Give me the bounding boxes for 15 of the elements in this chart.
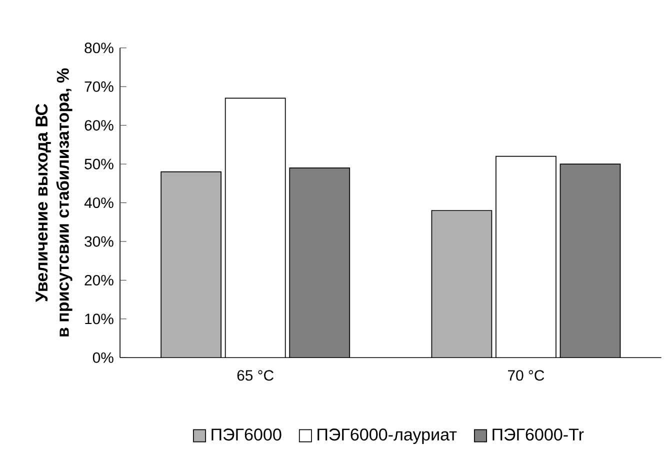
y-tick-label: 10% (85, 314, 114, 324)
y-axis-title: Увеличение выхода ВС в присутсвии стабилизатора, % (36, 68, 72, 337)
x-tick-label: 65 °C (237, 370, 274, 381)
y-tick-label: 0% (92, 352, 114, 364)
y-tick-label: 80% (84, 42, 114, 54)
x-tick-label: 70 °C (508, 370, 544, 381)
y-tick-label: 20% (84, 275, 114, 286)
y-tick-label: 70% (84, 82, 114, 92)
y-tick-label: 40% (84, 198, 114, 208)
y-tick-label: 50% (84, 158, 114, 170)
y-tick-label: 30% (84, 236, 114, 247)
legend-label: ПЭГ6000 (212, 428, 282, 441)
y-tick-label: 60% (84, 120, 114, 131)
legend-label: ПЭГ6000-Tr (492, 428, 584, 441)
legend-label: ПЭГ6000-лауриат (318, 428, 457, 444)
